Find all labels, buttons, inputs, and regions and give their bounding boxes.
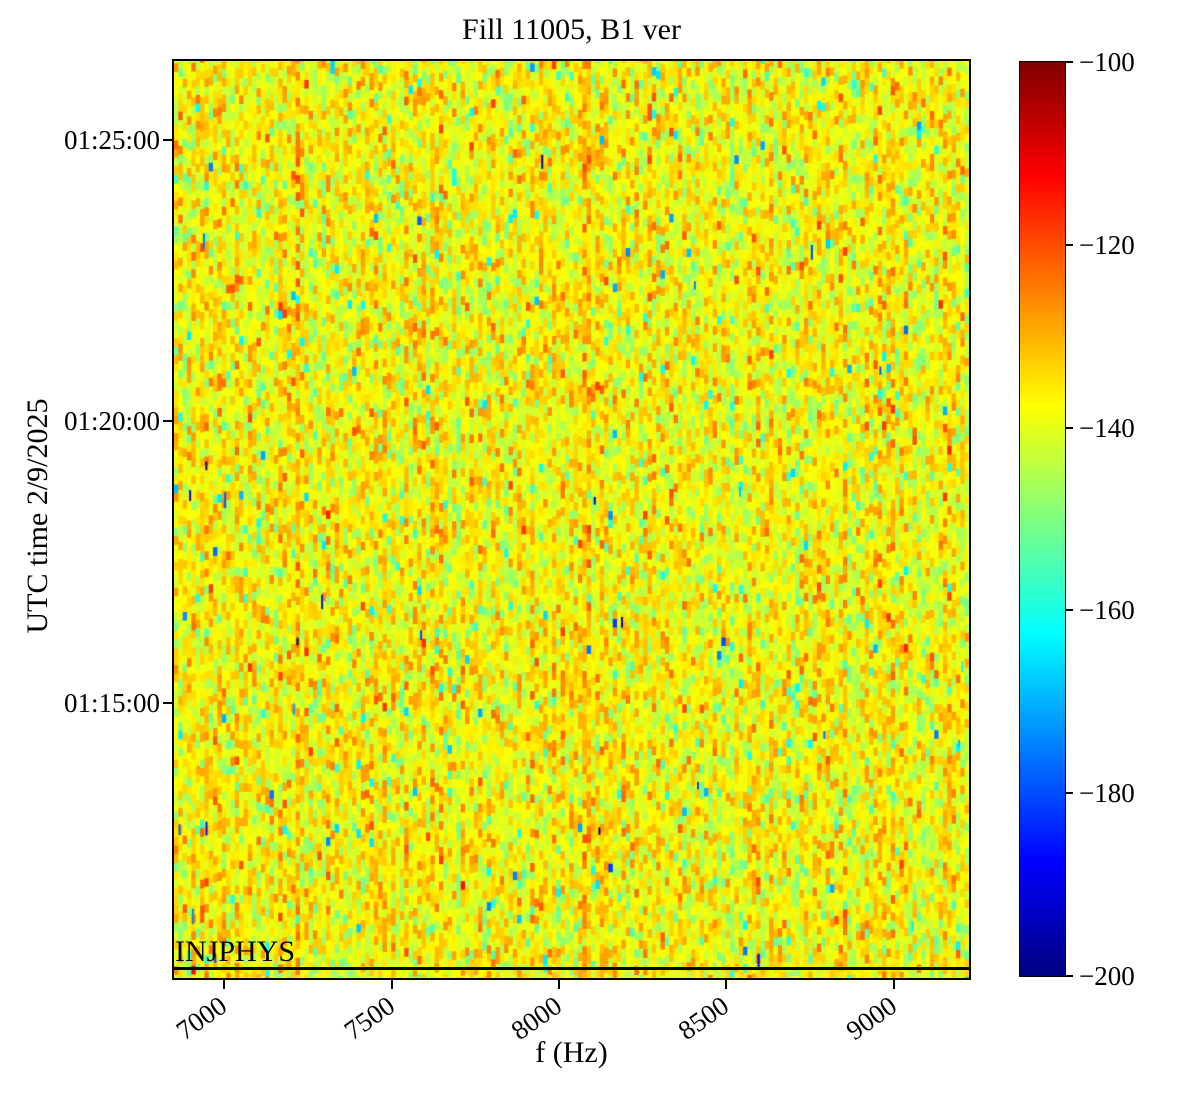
colorbar-tick-mark	[1066, 61, 1073, 63]
colorbar-gradient-canvas	[1020, 62, 1065, 976]
y-tick-label: 01:20:00	[63, 406, 160, 437]
colorbar-tick-mark	[1066, 426, 1073, 429]
y-tick-label: 01:25:00	[63, 124, 160, 155]
x-tick-mark	[390, 980, 393, 989]
y-tick-mark	[163, 138, 172, 141]
x-tick-mark	[223, 980, 226, 989]
injphys-marker-line	[174, 967, 969, 970]
colorbar-tick-mark	[1066, 975, 1073, 977]
colorbar-tick-label: −200	[1079, 961, 1135, 991]
x-tick-mark	[557, 980, 560, 989]
x-tick-mark	[725, 980, 728, 989]
plot-area: INJPHYS	[172, 59, 971, 980]
colorbar-tick-label: −100	[1079, 47, 1135, 77]
chart-title: Fill 11005, B1 ver	[462, 13, 681, 46]
y-tick-label: 01:15:00	[63, 687, 160, 718]
x-axis-label: f (Hz)	[535, 1036, 608, 1069]
x-tick-label: 9000	[722, 988, 901, 1046]
x-tick-label: 7500	[220, 988, 399, 1046]
x-tick-label: 7000	[52, 988, 232, 1046]
colorbar-tick-mark	[1066, 243, 1073, 246]
colorbar-tick-label: −180	[1079, 778, 1135, 809]
colorbar	[1019, 61, 1066, 977]
injphys-annotation: INJPHYS	[175, 935, 296, 968]
colorbar-tick-label: −120	[1079, 229, 1135, 260]
x-tick-label: 8500	[554, 988, 734, 1046]
x-tick-mark	[892, 980, 895, 989]
x-tick-label: 8000	[387, 988, 567, 1046]
colorbar-tick-label: −160	[1079, 595, 1135, 626]
y-tick-mark	[163, 420, 172, 423]
y-tick-mark	[163, 701, 172, 704]
colorbar-tick-mark	[1066, 792, 1073, 795]
colorbar-tick-label: −140	[1079, 412, 1135, 443]
spectrogram-heatmap-canvas	[174, 61, 969, 978]
colorbar-tick-mark	[1066, 609, 1073, 612]
